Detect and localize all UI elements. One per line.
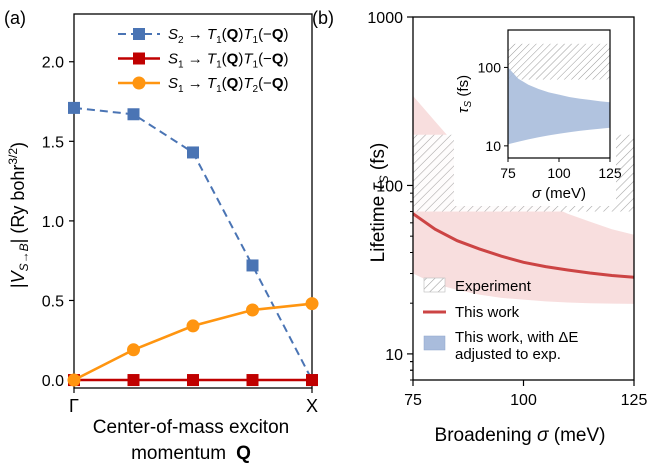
panel-a-plot-area: 0.0 0.5 1.0 1.5 2.0 Γ X [42,13,319,416]
inset-y-tick-label: 10 [485,138,501,154]
inset-x-tick-label: 75 [500,165,516,181]
legend-label-experiment: Experiment [455,278,532,295]
series-point-s2 [187,146,199,159]
panel-b-y-axis-label: Lifetime τS (fs) [368,143,391,263]
series-point-s1t1 [187,374,199,387]
panel-a-frame [73,13,313,389]
legend-swatch-experiment [423,277,446,293]
panel-b-y-tick-label: 10 [385,347,403,364]
inset-x-tick-label: 125 [598,165,622,181]
inset-clip [508,43,610,145]
panel-b-x-tick-label: 75 [404,392,422,409]
panel-b-legend: Experiment This work This work, with ΔEadj… [423,277,578,363]
panel-b-y-tick-label: 1000 [367,10,403,27]
legend-swatch-marker-s1t2 [132,76,146,90]
panel-b-y-tick-label: 100 [376,178,403,195]
legend-swatch-adjusted [423,335,446,351]
legend-label-s2: S2 → T1(Q)T1(−Q) [168,26,289,46]
legend-label-s1t1: S1 → T1(Q)T1(−Q) [168,51,289,71]
series-point-s1t1 [246,374,259,387]
legend-label-this-work: This work [455,304,520,321]
panel-a-x-axis-label-line1: Center-of-mass exciton [93,417,289,438]
series-point-s2 [127,108,140,121]
inset-y-tick-label: 100 [478,59,502,75]
panel-a-y-tick-label: 0.5 [42,293,64,310]
series-point-s1t2 [67,373,81,387]
legend-label-adjusted-line2: adjusted to exp. [455,346,561,363]
panel-a-x-tick-label: Γ [69,396,79,416]
panel-b-x-axis-label: Broadening σ (meV) [435,425,606,446]
panel-a: (a) 0.0 0.5 1.0 1.5 2.0 Γ X S2 → T1(Q)T1(−Q) S1… [4,8,319,464]
panel-a-y-axis-label: |VS→B| (Ry bohr3/2) [6,142,31,288]
inset-x-axis-label: σ (meV) [532,185,586,202]
legend-label-adjusted-line1: This work, with ΔE [455,329,578,346]
series-point-s1t1 [127,374,140,387]
panel-a-x-tick-label: X [306,396,318,416]
legend-label-s1t2: S1 → T1(Q)T2(−Q) [168,75,289,95]
series-line-s1t2 [73,302,313,382]
series-point-s1t2 [186,319,200,333]
panel-a-x-axis-label-momentum: momentum [131,443,226,464]
this-work-line [413,212,634,279]
panel-b-x-tick-label: 125 [621,392,648,409]
panel-b-y-axis-label-text: Lifetime τS (fs) [368,143,391,263]
panel-a-legend: S2 → T1(Q)T1(−Q) S1 → T1(Q)T1(−Q) S1 → T1(… [118,26,289,95]
panel-a-y-tick-label: 2.0 [42,55,64,72]
inset-adjusted-band [508,67,610,145]
legend-swatch-marker-s2 [133,28,145,40]
series-point-s1t2 [305,297,319,311]
series-point-s1t2 [246,303,259,317]
legend-swatch-marker-s1t1 [133,52,145,65]
panel-a-y-tick-label: 0.0 [42,373,64,390]
panel-a-x-axis-label-q: Q [236,443,251,464]
inset-x-tick-label: 100 [547,165,571,181]
panel-b: (b) 10 100 1000 75 100 125 Experiment This wor… [312,8,647,446]
panel-b-x-tick-label: 100 [510,392,537,409]
panel-a-y-tick-label: 1.0 [42,214,64,231]
series-point-s2 [68,101,80,114]
series-point-s2 [246,259,259,272]
panel-a-y-axis-label-text: |VS→B| (Ry bohr3/2) [6,142,31,288]
panel-b-inset: 10 100 75 100 125 σ (meV) τS (fs) [454,26,622,206]
inset-y-axis-label: τS (fs) [455,75,474,113]
panel-a-y-tick-label: 1.5 [42,134,64,151]
inset-experiment-range [508,43,610,80]
series-point-s1t2 [127,343,140,357]
series-point-s1t1 [306,374,318,387]
panel-a-label: (a) [4,8,26,28]
panel-b-label: (b) [312,8,334,28]
panel-a-x-axis-label-line2: momentum Q [131,443,251,464]
